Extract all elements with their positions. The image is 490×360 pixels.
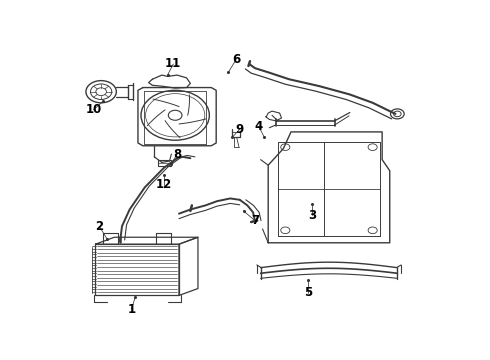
Bar (158, 159, 172, 166)
Text: 7: 7 (251, 214, 259, 227)
Text: 4: 4 (255, 120, 263, 133)
Text: 3: 3 (308, 208, 316, 221)
Text: 5: 5 (304, 286, 312, 299)
Text: 1: 1 (127, 303, 136, 316)
Text: 9: 9 (236, 123, 244, 136)
Text: 2: 2 (95, 220, 103, 233)
Text: 11: 11 (165, 58, 181, 71)
Text: 10: 10 (85, 103, 101, 116)
Text: 6: 6 (232, 53, 240, 66)
Text: 12: 12 (156, 178, 172, 191)
Text: 8: 8 (173, 148, 181, 161)
